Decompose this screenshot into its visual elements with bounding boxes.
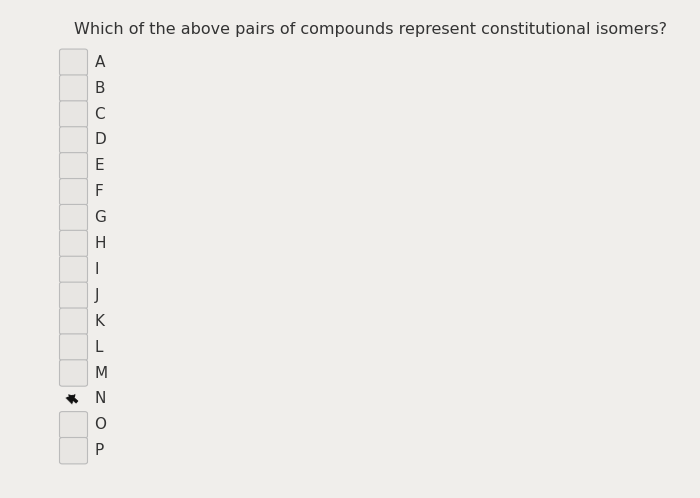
FancyBboxPatch shape: [60, 205, 88, 231]
FancyBboxPatch shape: [60, 308, 88, 334]
FancyBboxPatch shape: [60, 49, 88, 75]
FancyBboxPatch shape: [60, 334, 88, 360]
Text: F: F: [94, 184, 104, 199]
Text: K: K: [94, 314, 104, 329]
FancyBboxPatch shape: [60, 231, 88, 256]
Text: P: P: [94, 443, 104, 458]
Text: L: L: [94, 340, 103, 355]
FancyBboxPatch shape: [60, 179, 88, 205]
FancyBboxPatch shape: [60, 127, 88, 153]
Text: O: O: [94, 417, 106, 432]
Text: D: D: [94, 132, 106, 147]
Text: M: M: [94, 366, 108, 380]
Text: A: A: [94, 55, 105, 70]
Text: ▲: ▲: [64, 388, 80, 404]
Text: B: B: [94, 81, 105, 96]
FancyBboxPatch shape: [60, 101, 88, 127]
FancyBboxPatch shape: [60, 153, 88, 179]
FancyBboxPatch shape: [60, 282, 88, 308]
FancyBboxPatch shape: [60, 256, 88, 282]
Text: H: H: [94, 236, 106, 251]
Text: G: G: [94, 210, 106, 225]
FancyBboxPatch shape: [60, 360, 88, 386]
Text: E: E: [94, 158, 104, 173]
Text: Which of the above pairs of compounds represent constitutional isomers?: Which of the above pairs of compounds re…: [74, 22, 666, 37]
FancyBboxPatch shape: [60, 75, 88, 101]
FancyBboxPatch shape: [60, 438, 88, 464]
FancyBboxPatch shape: [60, 412, 88, 438]
Text: C: C: [94, 107, 105, 122]
Text: N: N: [94, 391, 106, 406]
Text: I: I: [94, 262, 99, 277]
Text: J: J: [94, 288, 99, 303]
